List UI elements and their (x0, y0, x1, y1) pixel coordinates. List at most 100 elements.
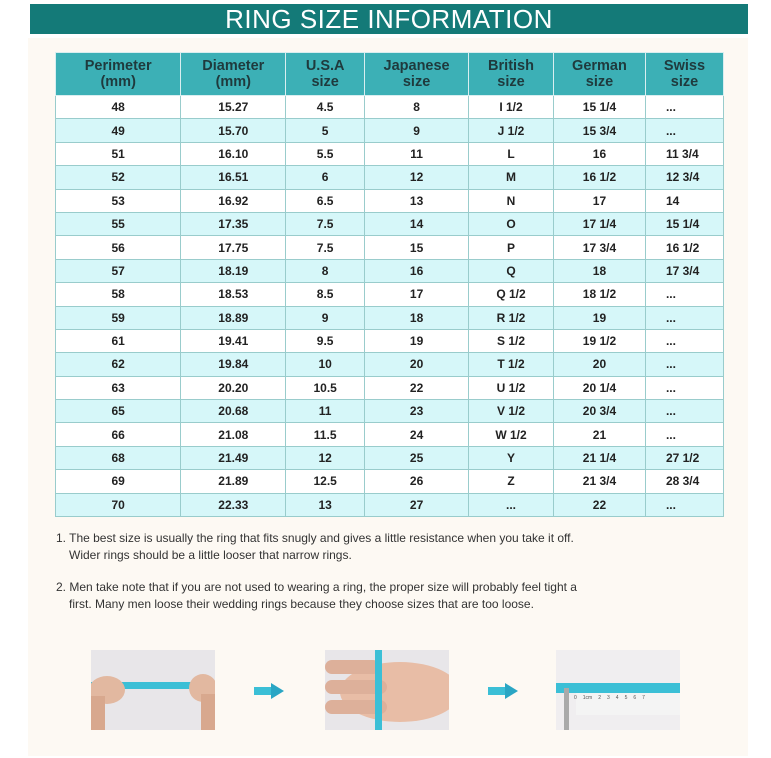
table-cell: V 1/2 (468, 399, 554, 424)
table-cell: 62 (54, 352, 182, 377)
table-cell: 18.19 (180, 258, 287, 284)
table-cell: 6.5 (285, 188, 366, 213)
table-cell: 17 3/4 (644, 258, 725, 284)
table-cell: 22.33 (180, 492, 287, 518)
table-cell: 57 (54, 258, 182, 284)
table-cell: 19 (364, 328, 470, 354)
page-title: RING SIZE INFORMATION (30, 4, 748, 34)
table-cell: 17.35 (180, 211, 287, 237)
table-cell: 66 (54, 422, 182, 447)
ring-size-table: Perimeter (mm) Diameter (mm) U.S.A size Japane… (54, 52, 725, 518)
table-cell: 48 (54, 94, 182, 120)
table-cell: 12 (364, 165, 470, 190)
table-cell: 8 (364, 94, 470, 120)
column-header: German size (552, 52, 646, 96)
table-row: 69 21.89 12.5 26 Z 21 3/4 28 3/4 (54, 469, 725, 494)
table-cell: 21.08 (180, 422, 287, 447)
table-cell: 15.27 (180, 94, 287, 120)
table-cell: 15.70 (180, 118, 287, 143)
table-cell: 16 (364, 258, 470, 284)
table-cell: 7.5 (285, 211, 366, 237)
table-row: 56 17.75 7.5 15 P 17 3/4 16 1/2 (54, 235, 725, 260)
table-cell: 21.49 (180, 445, 287, 471)
table-cell: 11 (285, 399, 366, 424)
table-row: 49 15.70 5 9 J 1/2 15 3/4... (54, 118, 725, 143)
column-header: Perimeter (mm) (54, 52, 182, 96)
header-line: British (488, 58, 534, 74)
table-row: 59 18.89 9 18 R 1/2 19... (54, 305, 725, 330)
table-cell: 11 (364, 141, 470, 167)
header-line: size (311, 74, 339, 90)
table-cell: N (468, 188, 554, 213)
table-cell: 27 (364, 492, 470, 518)
table-row: 55 17.35 7.5 14 O 17 1/4 15 1/4 (54, 211, 725, 237)
ruler-label: 1cm (582, 695, 593, 701)
table-cell: R 1/2 (468, 305, 554, 330)
table-cell: 5 (285, 118, 366, 143)
ruler-label: 5 (624, 695, 628, 701)
table-row: 48 15.27 4.5 8 I 1/2 15 1/4... (54, 94, 725, 120)
table-cell: 17.75 (180, 235, 287, 260)
table-cell: 16.51 (180, 165, 287, 190)
table-cell: Q (468, 258, 554, 284)
table-cell: 15 (364, 235, 470, 260)
header-line: size (497, 74, 525, 90)
ruler-label: 3 (607, 695, 610, 701)
ruler-label: 7 (642, 695, 645, 701)
table-cell: 18 (552, 258, 646, 284)
table-cell: 23 (364, 399, 470, 424)
table-cell: 20 3/4 (552, 399, 646, 424)
table-cell: ... (644, 305, 725, 330)
table-cell: Y (468, 445, 554, 471)
header-line: U.S.A (305, 58, 345, 74)
table-cell: 20.68 (180, 399, 287, 424)
table-cell: 22 (364, 375, 470, 401)
table-cell: 52 (54, 165, 182, 190)
table-cell: 21.89 (180, 469, 287, 494)
table-cell: 55 (54, 211, 182, 237)
column-header: Diameter (mm) (180, 52, 287, 96)
table-cell: 12.5 (285, 469, 366, 494)
table-cell: 59 (54, 305, 182, 330)
table-cell: 16 1/2 (552, 165, 646, 190)
table-cell: 70 (54, 492, 182, 518)
table-cell: 16 1/2 (644, 235, 725, 260)
table-cell: 5.5 (285, 141, 366, 167)
table-cell: 28 3/4 (644, 469, 725, 494)
table-cell: 16.92 (180, 188, 287, 213)
table-row: 65 20.68 11 23 V 1/2 20 3/4... (54, 399, 725, 424)
table-cell: 14 (644, 188, 725, 213)
table-cell: 19 1/2 (552, 328, 646, 354)
table-cell: O (468, 211, 554, 237)
header-line: Perimeter (84, 58, 152, 74)
table-cell: 18 1/2 (552, 282, 646, 307)
table-cell: P (468, 235, 554, 260)
table-row: 62 19.84 10 20 T 1/2 20... (54, 352, 725, 377)
table-cell: 18.53 (180, 282, 287, 307)
column-header: U.S.A size (285, 52, 366, 96)
table-cell: 58 (54, 282, 182, 307)
table-row: 57 18.19 8 16 Q 18 17 3/4 (54, 258, 725, 284)
table-cell: 17 (364, 282, 470, 307)
table-cell: 12 3/4 (644, 165, 725, 190)
table-cell: 20 (364, 352, 470, 377)
table-cell: 63 (54, 375, 182, 401)
table-cell: 21 1/4 (552, 445, 646, 471)
table-cell: 49 (54, 118, 182, 143)
table-row: 58 18.53 8.5 17 Q 1/2 18 1/2... (54, 282, 725, 307)
table-cell: 14 (364, 211, 470, 237)
table-cell: 7.5 (285, 235, 366, 260)
table-cell: 26 (364, 469, 470, 494)
note-2: 2. Men take note that if you are not use… (56, 580, 577, 611)
table-row: 70 22.33 13 27... 22... (54, 492, 725, 518)
table-row: 61 19.41 9.5 19 S 1/2 19 1/2... (54, 328, 725, 354)
table-row: 53 16.92 6.5 13 N 17 14 (54, 188, 725, 213)
table-cell: T 1/2 (468, 352, 554, 377)
header-line: Japanese (383, 58, 450, 74)
table-cell: 12 (285, 445, 366, 471)
table-cell: ... (468, 492, 554, 518)
table-row: 63 20.20 10.5 22 U 1/2 20 1/4... (54, 375, 725, 401)
header-line: German (572, 58, 627, 74)
table-row: 51 16.10 5.5 11 L 16 11 3/4 (54, 141, 725, 167)
table-cell: ... (644, 399, 725, 424)
